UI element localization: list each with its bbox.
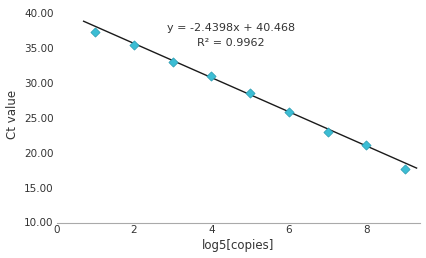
Point	[402, 167, 409, 171]
Point	[363, 143, 370, 147]
Y-axis label: Ct value: Ct value	[6, 90, 19, 139]
Point	[247, 91, 253, 95]
Point	[130, 43, 137, 47]
Point	[285, 110, 292, 114]
Point	[169, 60, 176, 64]
X-axis label: log5[copies]: log5[copies]	[202, 239, 275, 252]
Point	[324, 130, 331, 134]
Text: y = -2.4398x + 40.468
R² = 0.9962: y = -2.4398x + 40.468 R² = 0.9962	[167, 23, 295, 48]
Point	[208, 74, 215, 78]
Point	[92, 30, 99, 34]
